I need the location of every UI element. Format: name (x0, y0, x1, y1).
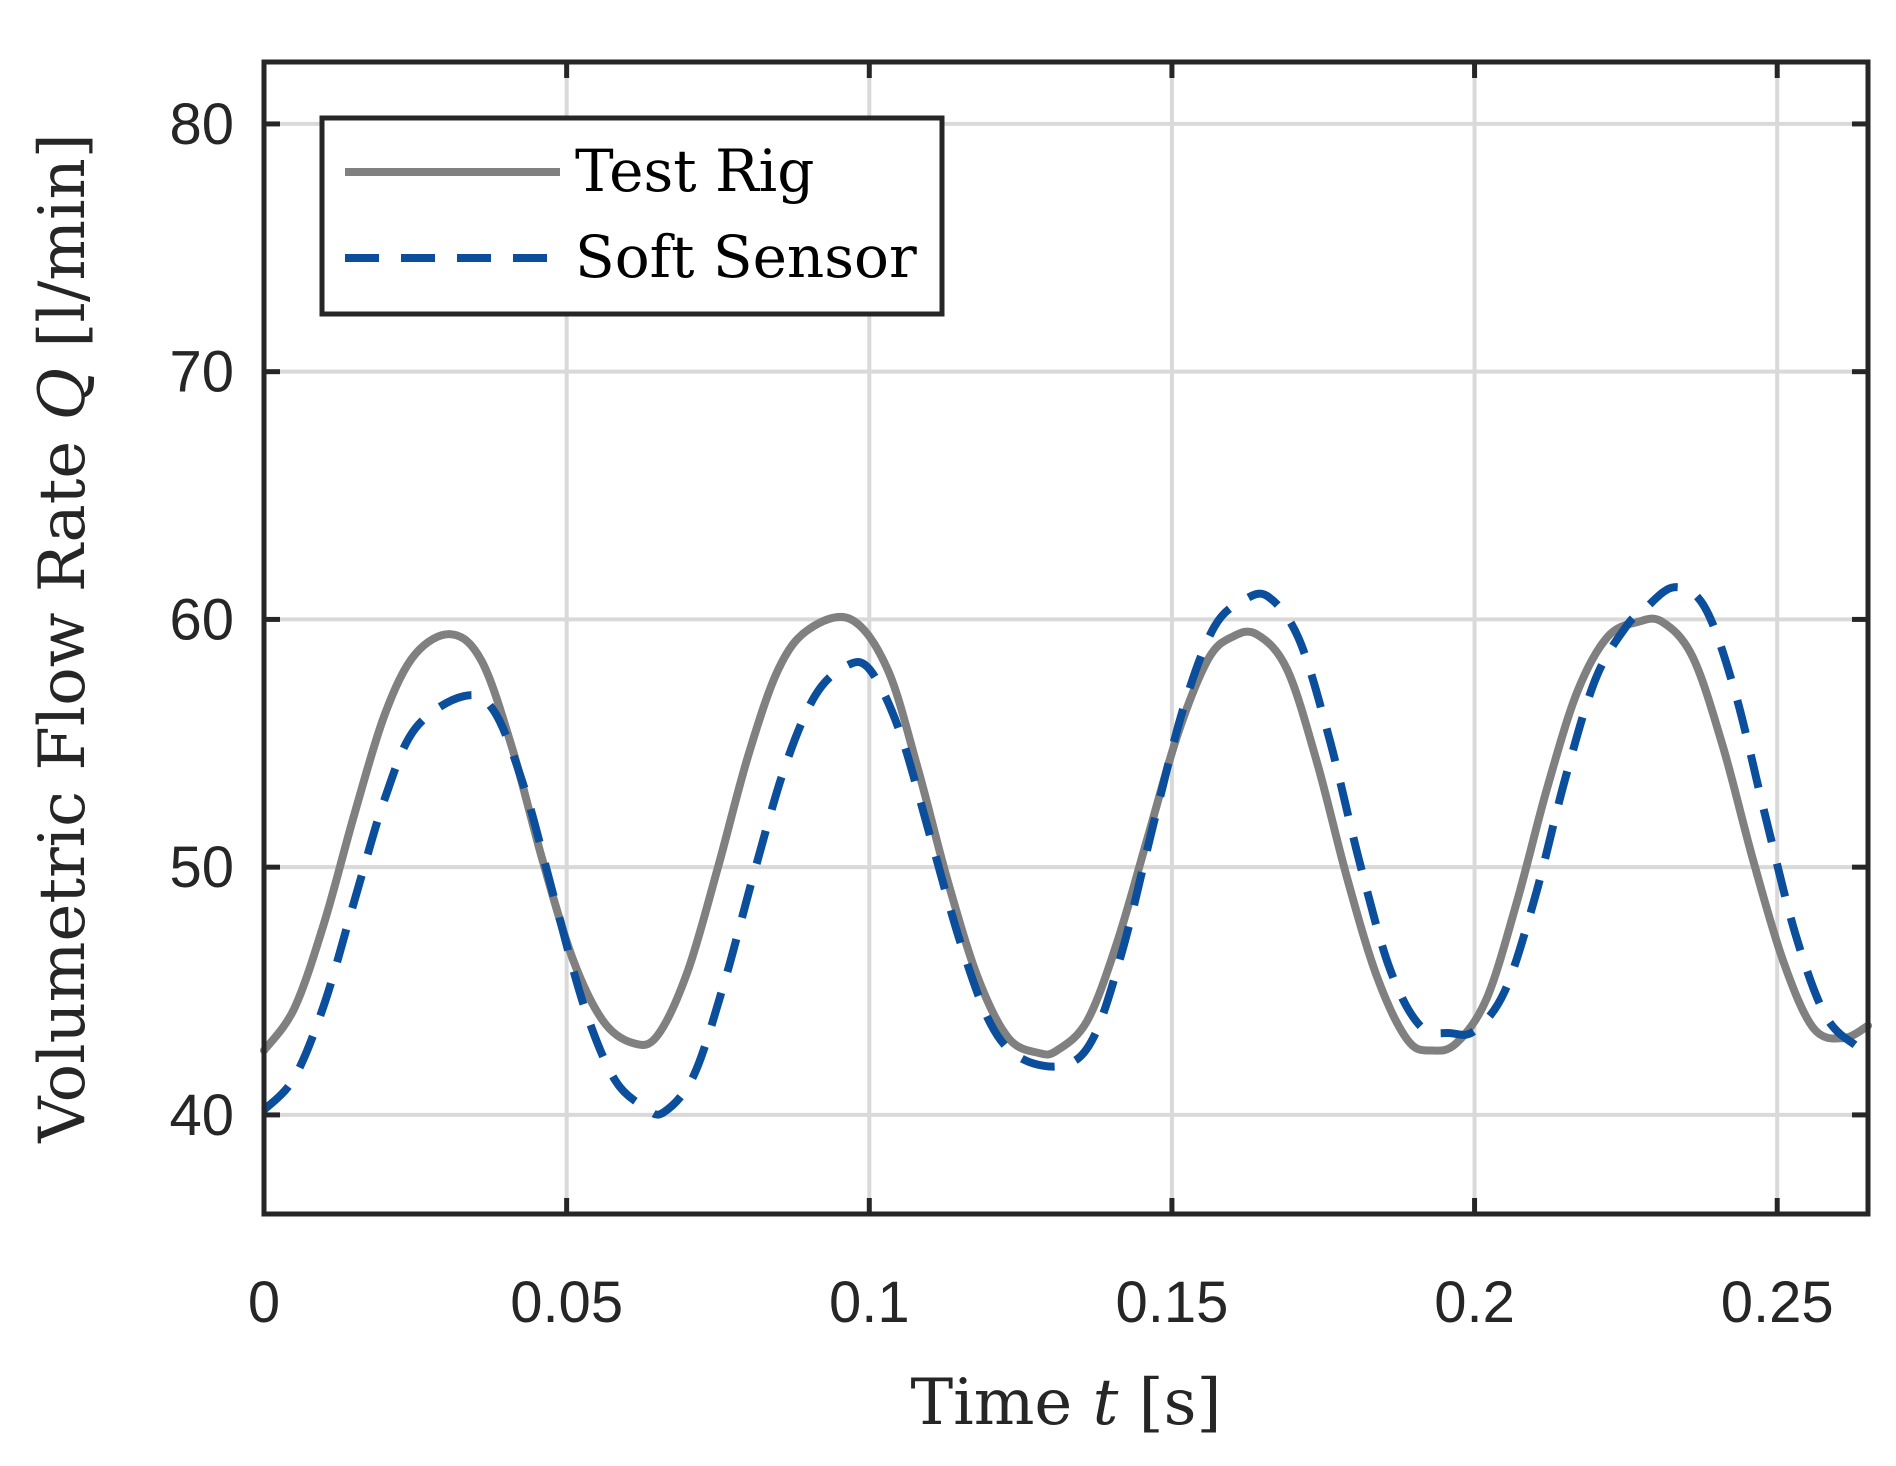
x-tick-label: 0.15 (1115, 1270, 1228, 1335)
legend-label-soft-sensor: Soft Sensor (575, 223, 917, 291)
y-axis-label-unit: [l/min] (26, 133, 100, 368)
series-line-soft-sensor (261, 583, 1870, 1119)
series-lines (260, 583, 1872, 1119)
y-axis-label-symbol: Q (26, 368, 100, 420)
y-tick-label: 40 (169, 1083, 234, 1148)
y-tick-label: 60 (169, 587, 234, 652)
x-axis-label-symbol: t (1093, 1366, 1119, 1440)
x-tick-label: 0.05 (510, 1270, 623, 1335)
x-axis-label-unit: [s] (1118, 1366, 1221, 1440)
y-axis-label-text: Volumetric Flow Rate (26, 420, 100, 1143)
legend-label-test-rig: Test Rig (575, 137, 814, 205)
tick-labels: 0 0.05 0.1 0.15 0.2 0.25 40 50 60 70 80 (169, 92, 1833, 1335)
legend-box (319, 115, 945, 317)
y-axis-label: Volumetric Flow Rate Q [l/min] (26, 133, 100, 1144)
axis-ticks (261, 62, 1868, 1214)
y-tick-label: 70 (169, 340, 234, 405)
y-tick-label: 50 (169, 835, 234, 900)
series-line-test-rig (260, 613, 1872, 1059)
x-tick-label: 0.1 (829, 1270, 910, 1335)
y-tick-label: 80 (169, 92, 234, 157)
x-tick-label: 0.25 (1721, 1270, 1834, 1335)
plot-frame (261, 59, 1871, 1217)
x-tick-label: 0.2 (1434, 1270, 1515, 1335)
legend: Test Rig Soft Sensor (319, 115, 945, 317)
x-axis-label: Time t [s] (911, 1366, 1222, 1440)
x-tick-label: 0 (248, 1270, 280, 1335)
x-axis-label-text: Time (911, 1366, 1093, 1440)
gridlines (262, 62, 1868, 1214)
